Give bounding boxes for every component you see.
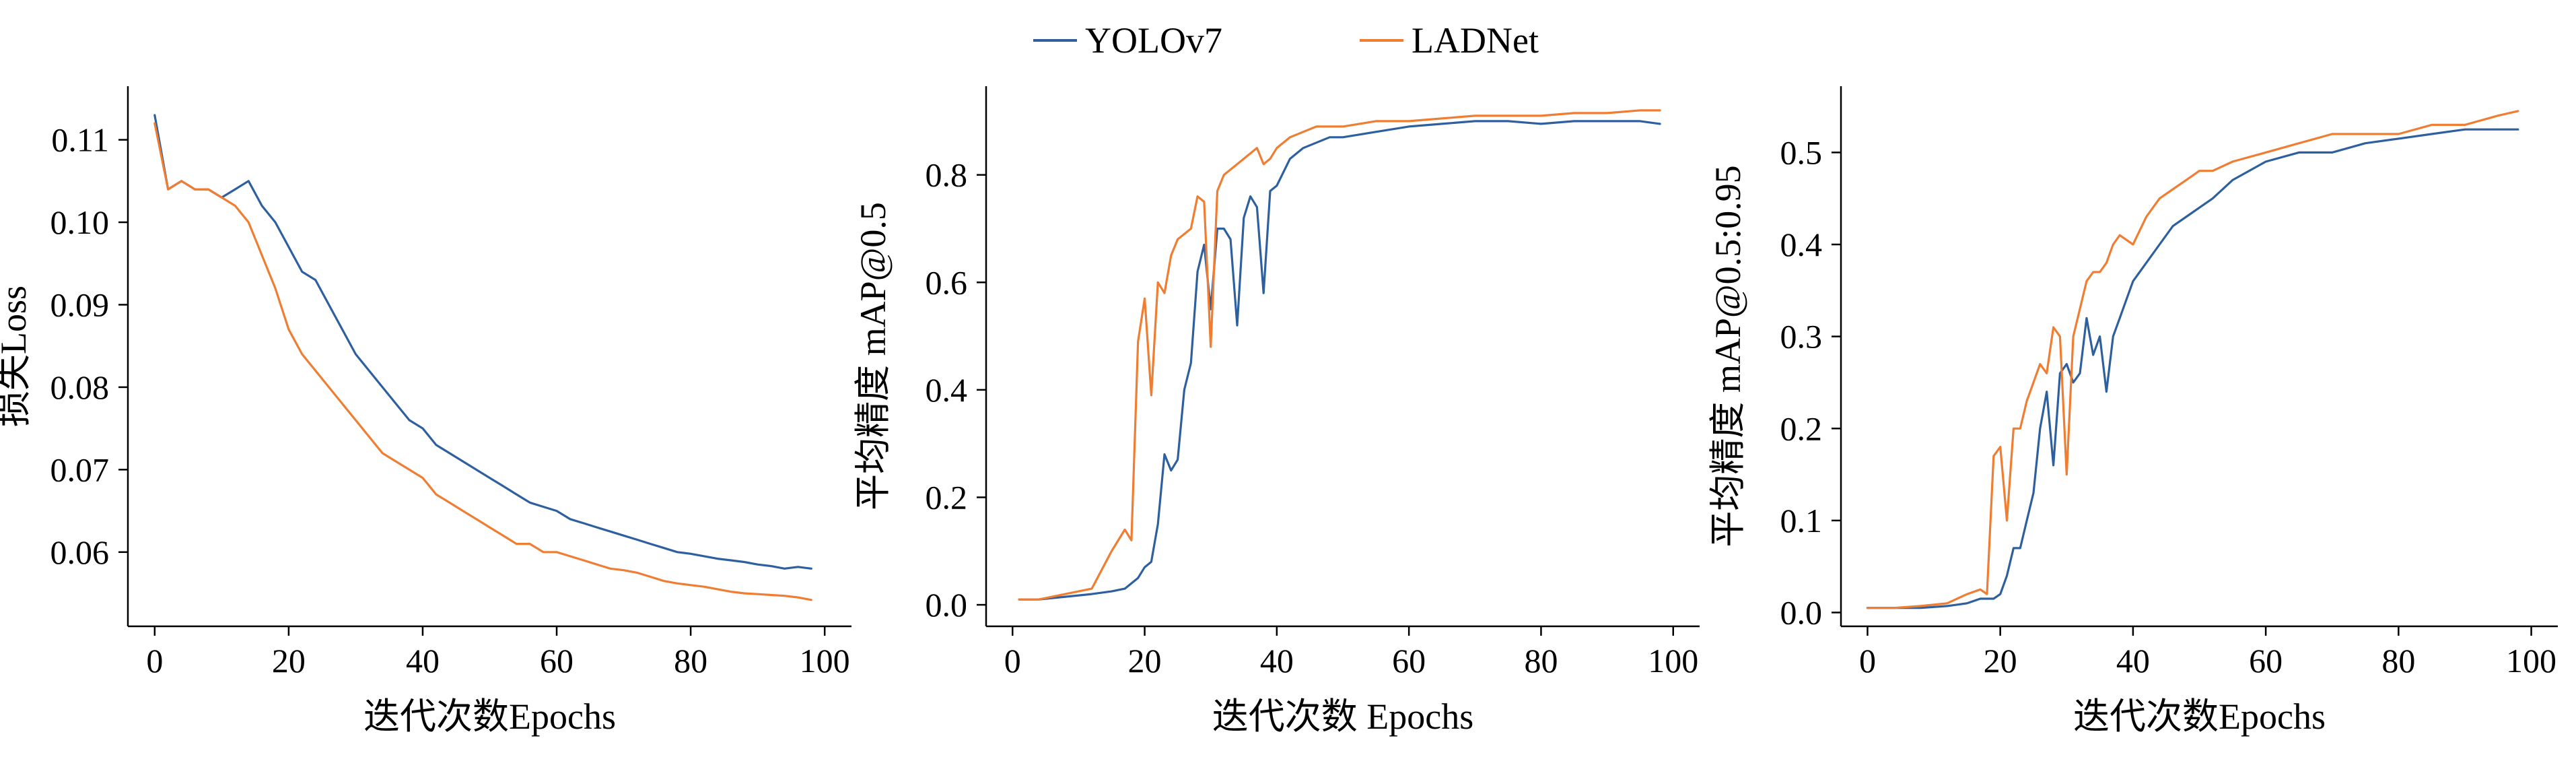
x-tick-label: 60 (2249, 642, 2283, 680)
y-tick-label: 0.0 (926, 586, 968, 624)
x-tick-label: 0 (146, 642, 163, 680)
x-tick-label: 60 (1392, 642, 1426, 680)
y-axis-label: 损失Loss (0, 286, 34, 427)
map50-series-yolov7 (1018, 120, 1661, 601)
x-tick-label: 40 (406, 642, 440, 680)
x-tick-label: 60 (540, 642, 573, 680)
y-tick-label: 0.8 (926, 156, 968, 194)
y-tick-label: 0.2 (926, 478, 968, 516)
x-axis-label: 迭代次数 Epochs (1212, 696, 1473, 737)
x-tick-label: 0 (1859, 642, 1876, 680)
loss-series-yolov7 (153, 114, 812, 570)
x-tick-label: 80 (2381, 642, 2415, 680)
x-axis-label: 迭代次数Epochs (2073, 696, 2326, 737)
x-tick-label: 20 (272, 642, 306, 680)
map50-chart: 0 20 40 60 80 100 0.0 0.2 0.4 0.6 0.8 迭代次数 Epochs 平均… (853, 86, 1700, 737)
x-tick-label: 100 (800, 642, 850, 680)
x-tick-label: 20 (1984, 642, 2017, 680)
y-tick-label: 0.10 (50, 203, 110, 241)
x-tick-label: 0 (1004, 642, 1021, 680)
y-axis-label: 平均精度 mAP@0.5:0.95 (1708, 165, 1748, 547)
y-tick-label: 0.07 (50, 451, 110, 488)
map5095-series-ladnet (1866, 110, 2519, 609)
y-tick-label: 0.09 (50, 286, 110, 323)
loss-chart: 0 20 40 60 80 100 0.06 0.07 0.08 0.09 0.10 0.11 迭代次数… (0, 86, 851, 737)
map50-series-ladnet (1018, 109, 1661, 601)
x-tick-label: 100 (2506, 642, 2556, 680)
y-tick-label: 0.4 (1780, 226, 1823, 263)
y-tick-label: 0.11 (51, 121, 109, 159)
y-tick-label: 0.3 (1780, 318, 1823, 356)
y-tick-label: 0.1 (1780, 502, 1823, 539)
y-tick-label: 0.2 (1780, 409, 1823, 447)
x-tick-label: 20 (1128, 642, 1162, 680)
y-tick-label: 0.6 (926, 263, 968, 301)
x-tick-label: 80 (1524, 642, 1558, 680)
x-tick-label: 80 (674, 642, 707, 680)
x-tick-label: 40 (2116, 642, 2150, 680)
y-tick-label: 0.4 (926, 371, 968, 409)
legend-label-ladnet: LADNet (1412, 20, 1539, 61)
y-tick-label: 0.06 (50, 533, 110, 571)
legend-label-yolov7: YOLOv7 (1085, 20, 1222, 61)
x-tick-label: 40 (1260, 642, 1294, 680)
loss-series-ladnet (153, 122, 812, 601)
map5095-series-yolov7 (1866, 128, 2519, 609)
x-tick-label: 100 (1648, 642, 1698, 680)
y-axis-label: 平均精度 mAP@0.5 (853, 202, 893, 510)
x-axis-label: 迭代次数Epochs (363, 696, 616, 737)
y-tick-label: 0.5 (1780, 133, 1823, 171)
y-tick-label: 0.08 (50, 368, 110, 406)
legend: YOLOv7 LADNet (1033, 20, 1539, 61)
map50-95-chart: 0 20 40 60 80 100 0.0 0.1 0.2 0.3 0.4 0.5 迭代次数Epochs… (1708, 86, 2558, 737)
y-tick-label: 0.0 (1780, 594, 1823, 632)
